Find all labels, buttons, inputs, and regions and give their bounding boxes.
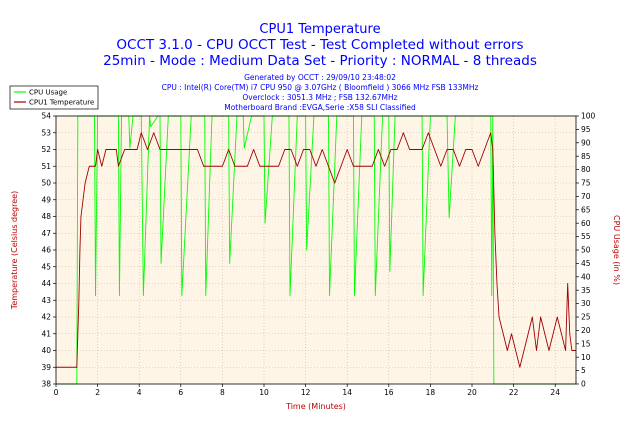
x-tick-label: 6 — [178, 388, 183, 397]
y-right-tick-label: 45 — [581, 259, 591, 268]
y-right-axis-label: CPU Usage (in %) — [612, 215, 621, 285]
y-left-tick-label: 51 — [41, 162, 51, 171]
y-right-tick-label: 55 — [581, 232, 591, 241]
y-right-axis-ticks: 0 5 10 15 20 25 30 35 40 45 50 55 60 65 70 75 80 85 90 95 10… — [576, 112, 596, 389]
y-left-tick-label: 38 — [41, 380, 51, 389]
legend-label-temperature: CPU1 Temperature — [29, 99, 94, 107]
y-left-tick-label: 40 — [41, 346, 51, 355]
y-left-tick-label: 47 — [41, 229, 51, 238]
y-right-tick-label: 40 — [581, 272, 591, 281]
y-left-tick-label: 54 — [41, 112, 51, 121]
chart-subtitle-1: OCCT 3.1.0 - CPU OCCT Test - Test Comple… — [116, 37, 523, 53]
chart-subtitle-2: 25min - Mode : Medium Data Set - Priorit… — [103, 53, 537, 69]
y-left-tick-label: 49 — [41, 195, 51, 204]
x-tick-label: 18 — [426, 388, 436, 397]
series-line-temperature — [56, 132, 576, 368]
y-right-tick-label: 70 — [581, 192, 591, 201]
info-overclock: Overclock : 3051.3 MHz ; FSB 132.67MHz — [242, 93, 397, 102]
y-left-tick-label: 48 — [41, 212, 51, 221]
y-right-tick-label: 25 — [581, 313, 591, 322]
chart-title: CPU1 Temperature — [259, 22, 380, 37]
y-left-tick-label: 50 — [41, 179, 51, 188]
x-tick-label: 14 — [342, 388, 352, 397]
info-cpu: CPU : Intel(R) Core(TM) i7 CPU 950 @ 3.0… — [162, 83, 479, 92]
y-right-tick-label: 50 — [581, 246, 591, 255]
y-left-tick-label: 46 — [41, 246, 51, 255]
y-right-tick-label: 5 — [581, 366, 586, 375]
y-right-tick-label: 90 — [581, 138, 591, 147]
y-left-tick-label: 53 — [41, 128, 51, 137]
y-right-tick-label: 85 — [581, 152, 591, 161]
x-axis-ticks: 0 2 4 6 8 10 12 14 16 18 20 22 24 — [54, 384, 560, 397]
y-right-tick-label: 20 — [581, 326, 591, 335]
x-tick-label: 20 — [467, 388, 477, 397]
x-tick-label: 24 — [550, 388, 560, 397]
info-generated: Generated by OCCT : 29/09/10 23:48:02 — [244, 73, 396, 82]
y-right-tick-label: 95 — [581, 125, 591, 134]
x-tick-label: 10 — [259, 388, 269, 397]
y-left-tick-label: 52 — [41, 145, 51, 154]
y-left-tick-label: 39 — [41, 363, 51, 372]
info-motherboard: Motherboard Brand :EVGA,Serie :X58 SLI C… — [224, 103, 416, 112]
x-tick-label: 0 — [54, 388, 59, 397]
legend-label-cpu-usage: CPU Usage — [29, 89, 67, 97]
y-right-tick-label: 35 — [581, 286, 591, 295]
y-left-axis-label: Temperature (Celsius degree) — [10, 191, 19, 310]
x-tick-label: 4 — [137, 388, 142, 397]
x-axis-label: Time (Minutes) — [285, 402, 346, 411]
legend-box — [9, 85, 99, 110]
y-right-tick-label: 15 — [581, 339, 591, 348]
y-left-tick-label: 45 — [41, 262, 51, 271]
y-right-tick-label: 10 — [581, 353, 591, 362]
y-right-tick-label: 0 — [581, 380, 586, 389]
x-tick-label: 22 — [509, 388, 519, 397]
y-right-tick-label: 30 — [581, 299, 591, 308]
y-right-tick-label: 75 — [581, 179, 591, 188]
y-right-tick-label: 60 — [581, 219, 591, 228]
y-right-tick-label: 65 — [581, 205, 591, 214]
x-tick-label: 8 — [220, 388, 225, 397]
y-left-axis-ticks: 38 39 40 41 42 43 44 45 46 47 48 49 50 51 52 53 54 — [41, 112, 56, 389]
x-tick-label: 2 — [95, 388, 100, 397]
y-right-tick-label: 80 — [581, 165, 591, 174]
y-right-tick-label: 100 — [581, 112, 596, 121]
plot-area — [55, 115, 577, 385]
y-left-tick-label: 42 — [41, 313, 51, 322]
y-left-tick-label: 44 — [41, 279, 51, 288]
legend: CPU Usage CPU1 Temperature — [9, 85, 99, 110]
x-tick-label: 16 — [384, 388, 394, 397]
x-tick-label: 12 — [301, 388, 311, 397]
y-left-tick-label: 41 — [41, 329, 51, 338]
y-left-tick-label: 43 — [41, 296, 51, 305]
